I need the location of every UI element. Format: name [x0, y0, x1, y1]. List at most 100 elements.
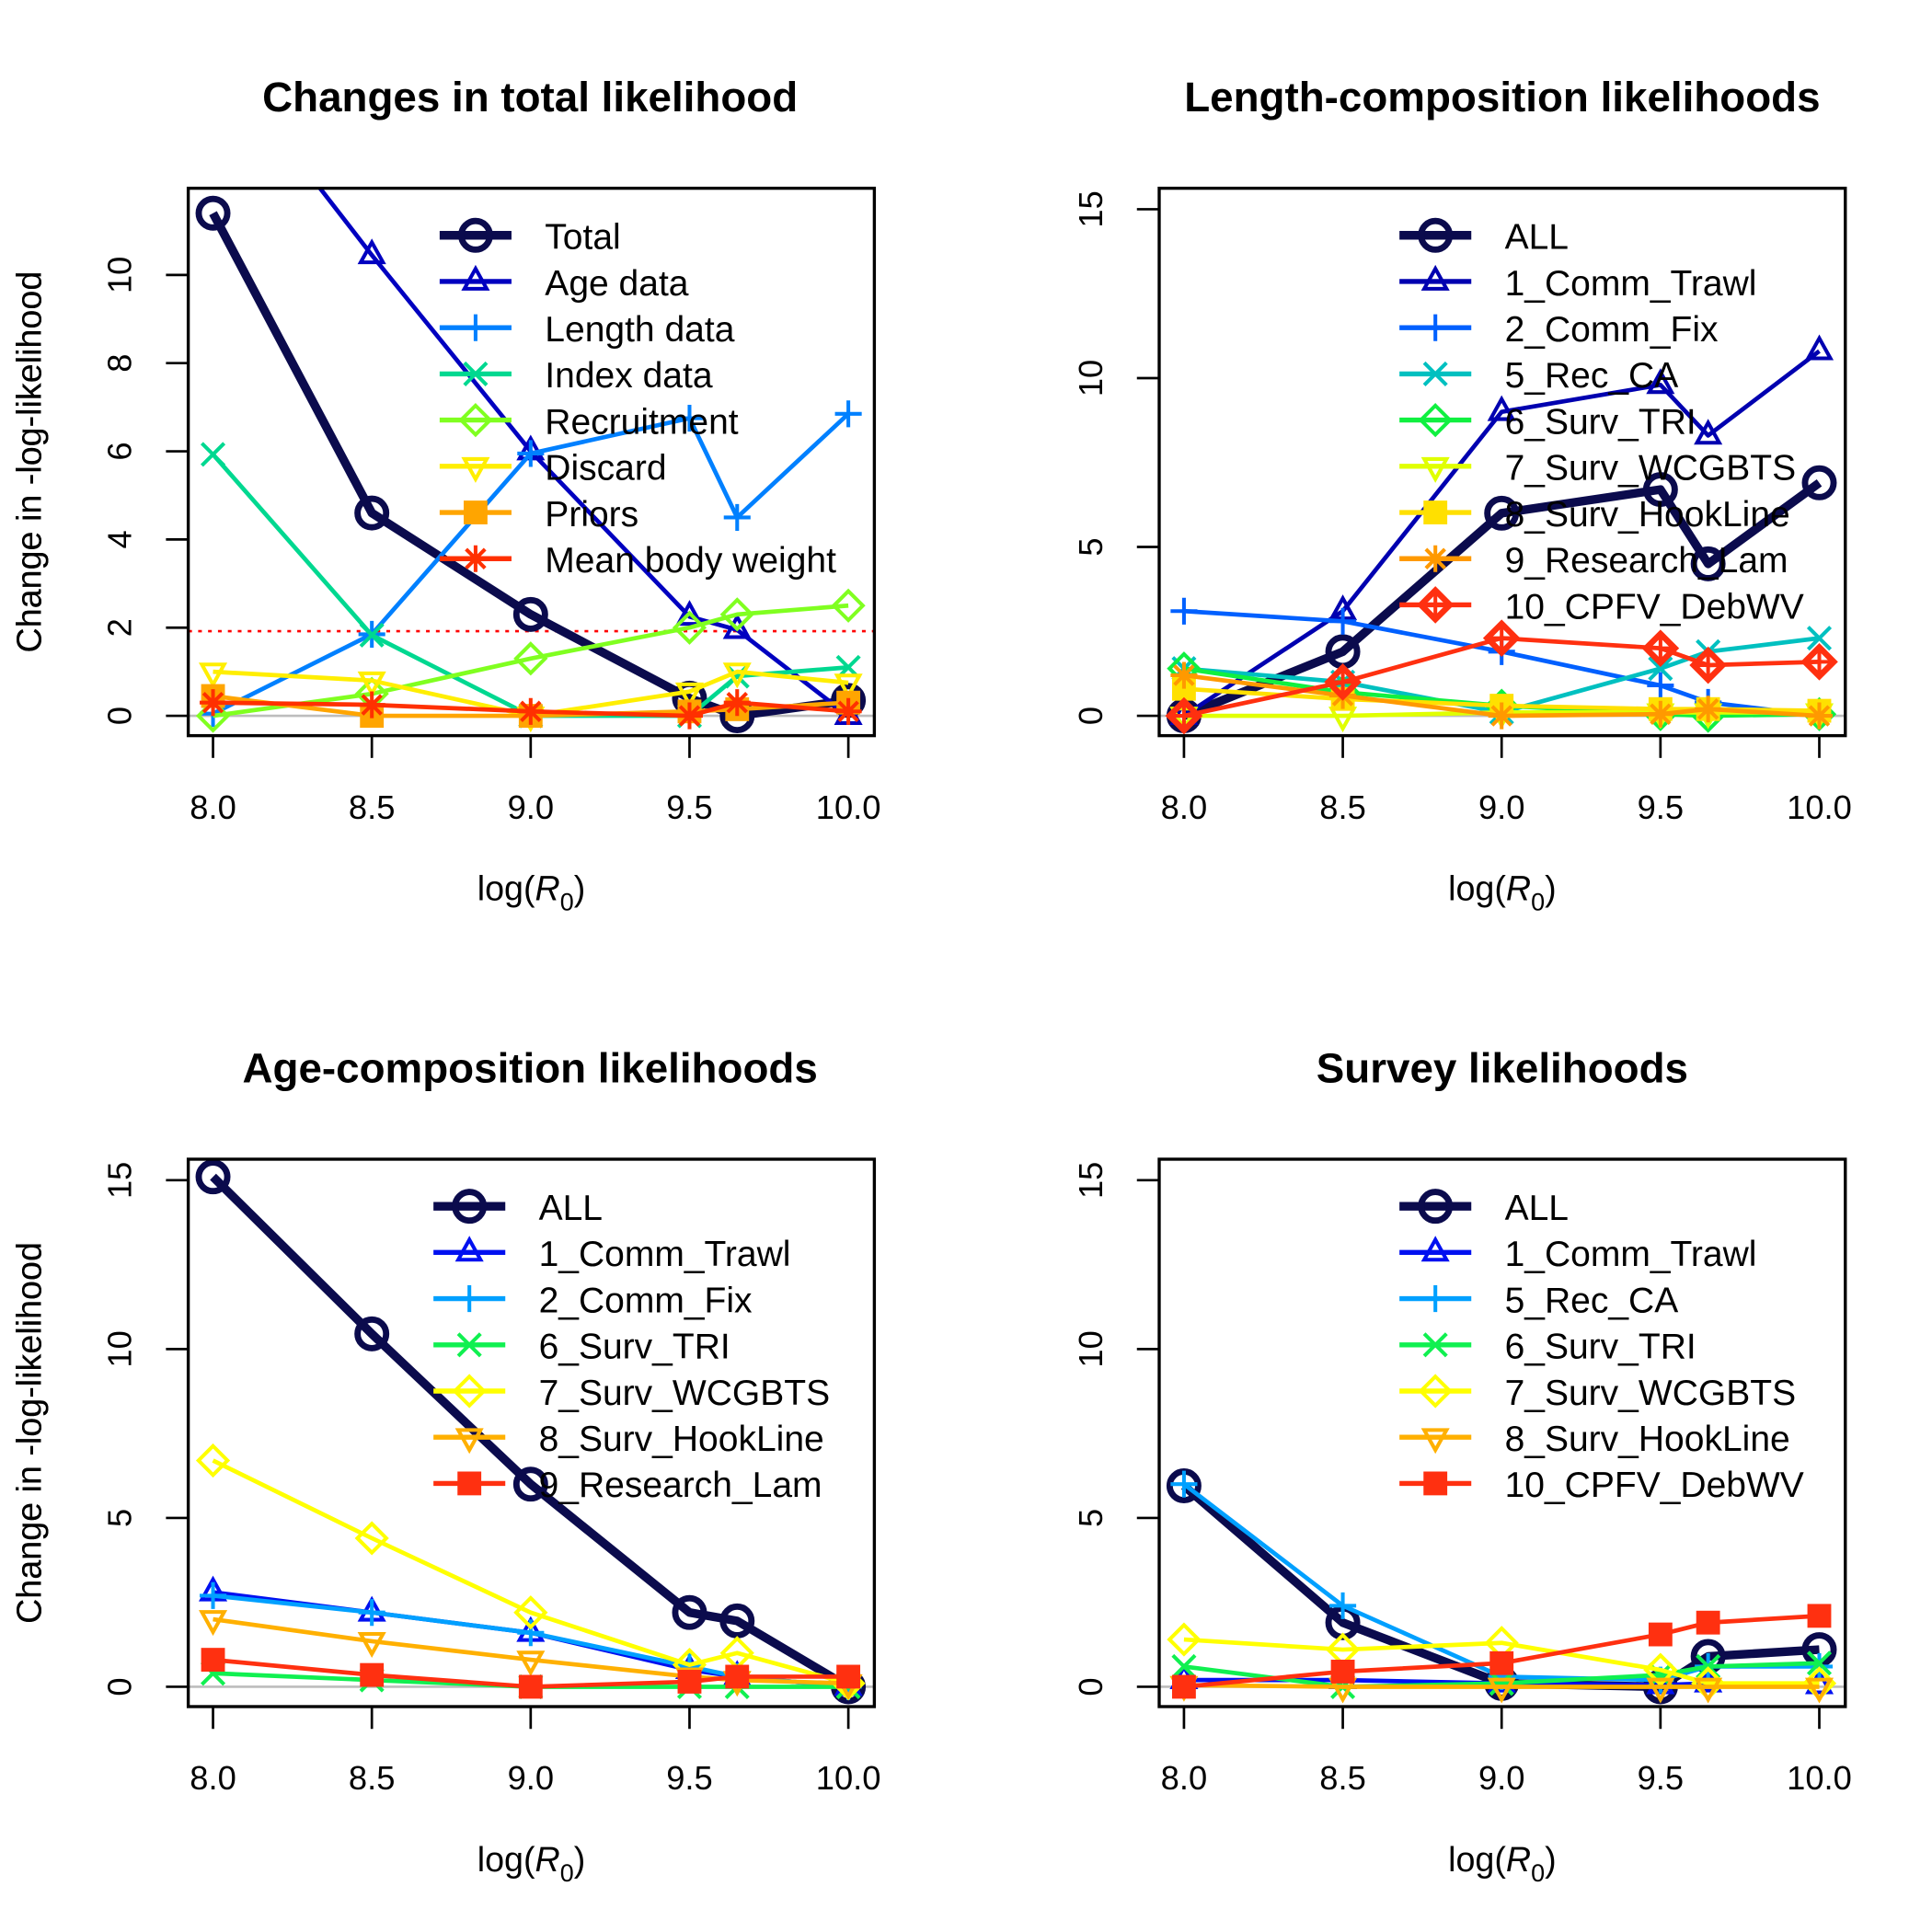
legend-marker-plus [1421, 1285, 1449, 1313]
data-point-7_Surv_WCGBTS-down-triangle [1328, 707, 1358, 733]
data-point-9_Research_Lam-square [836, 1664, 861, 1689]
data-point-Discard-down-triangle [722, 662, 752, 689]
data-point-8_Surv_HookLine-down-triangle [1487, 1677, 1516, 1704]
data-point-Recruitment-diamond [672, 610, 707, 645]
x-tick-label: 8.0 [1161, 788, 1208, 826]
data-point-2_Comm_Fix-plus [358, 1599, 385, 1627]
y-tick-label: 0 [1072, 1677, 1110, 1696]
x-tick-label: 9.0 [1478, 788, 1525, 826]
legend-marker-plus [462, 314, 489, 341]
data-point-10_CPFV_DebWV-diamond-plus-cross [1487, 623, 1516, 653]
x-tick-label: 9.0 [1478, 1759, 1525, 1797]
legend-marker-plus [455, 1285, 483, 1313]
data-point-10_CPFV_DebWV-square [1648, 1622, 1673, 1647]
y-tick-label: 15 [101, 1162, 139, 1199]
legend-label: ALL [539, 1189, 603, 1228]
data-point-8_Surv_HookLine-down-triangle [198, 1610, 228, 1637]
legend-marker-triangle [461, 264, 490, 291]
legend-marker-square [1423, 500, 1448, 524]
data-point-6_Surv_TRI-x [1806, 1650, 1833, 1676]
legend-label: 6_Surv_TRI [1505, 402, 1696, 442]
data-point-ALL-circle [719, 1603, 755, 1639]
y-tick-label: 15 [1072, 190, 1110, 227]
data-point-Age data-triangle [357, 238, 386, 265]
data-point-6_Surv_TRI-x [1171, 1653, 1197, 1679]
x-axis-label: log(R0) [477, 869, 586, 916]
data-point-Mean body weight-asterisk [834, 697, 862, 725]
legend: Total Age data Length data Index data Recrui… [439, 218, 836, 581]
data-point-8_Surv_HookLine-down-triangle [1646, 1677, 1675, 1704]
legend-label: Index data [545, 356, 713, 396]
series-line-6_Surv_TRI [1183, 1661, 1820, 1689]
data-point-Mean body weight-asterisk [358, 691, 385, 719]
data-point-7_Surv_WCGBTS-diamond [195, 1443, 231, 1478]
legend-marker-triangle [1420, 1236, 1450, 1262]
data-point-10_CPFV_DebWV-square [1807, 1604, 1832, 1628]
legend-label: Discard [545, 449, 666, 489]
y-tick-label: 2 [101, 618, 139, 637]
data-point-10_CPFV_DebWV-square [1330, 1660, 1355, 1684]
data-point-2_Comm_Fix-plus [200, 1581, 227, 1609]
legend-label: 5_Rec_CA [1505, 356, 1679, 396]
legend-label: 10_CPFV_DebWV [1505, 587, 1804, 627]
legend: ALL 1_Comm_Trawl 2_Comm_Fix 5_Rec_CA 6_Surv_… [1399, 218, 1804, 627]
data-point-Index data-x [359, 622, 385, 648]
data-point-2_Comm_Fix-plus [1170, 597, 1198, 625]
legend-label: ALL [1505, 218, 1569, 258]
x-tick-label: 8.0 [190, 1759, 236, 1797]
plot-frame [1157, 186, 1847, 738]
data-point-2_Comm_Fix-plus [1329, 607, 1357, 635]
data-point-9_Research_Lam-square [518, 1674, 543, 1699]
data-point-7_Surv_WCGBTS-diamond [1643, 1652, 1678, 1687]
legend-label: ALL [1505, 1189, 1569, 1228]
data-point-Length data-plus [723, 503, 751, 531]
legend-label: 9_Research_Lam [539, 1466, 822, 1505]
data-point-Total-circle [354, 495, 390, 531]
data-point-Recruitment-diamond [513, 641, 548, 676]
data-point-9_Research_Lam-asterisk [1170, 661, 1198, 689]
chart-title: Survey likelihoods [1317, 1045, 1688, 1092]
data-point-10_CPFV_DebWV-diamond-plus-cross [1169, 701, 1199, 730]
data-point-ALL-circle [1801, 465, 1837, 500]
series-line-8_Surv_HookLine [1183, 1683, 1820, 1689]
legend-marker-square [1423, 1471, 1448, 1496]
x-tick-label: 8.0 [190, 788, 236, 826]
legend-marker-square [457, 1471, 482, 1496]
series-line-Age data [316, 188, 850, 718]
series-line-8_Surv_HookLine [213, 1616, 849, 1686]
data-point-Age data-triangle [674, 600, 705, 627]
y-axis-label: Change in -log-likelihood [9, 271, 48, 653]
legend-label: Priors [545, 495, 638, 535]
legend-marker-x [456, 1332, 482, 1358]
data-point-8_Surv_HookLine-down-triangle [1694, 1677, 1723, 1704]
legend-label: 1_Comm_Trawl [539, 1235, 791, 1274]
data-point-ALL-circle [1690, 546, 1726, 581]
data-point-1_Comm_Trawl-triangle [1487, 395, 1516, 421]
series-line-ALL [210, 1173, 851, 1691]
x-tick-label: 8.5 [1319, 1759, 1366, 1797]
legend-marker-circle [452, 1189, 488, 1225]
data-point-10_CPFV_DebWV-square [1696, 1610, 1720, 1635]
x-tick-label: 8.5 [349, 1759, 396, 1797]
chart-title: Age-composition likelihoods [243, 1045, 818, 1092]
data-point-Recruitment-diamond [831, 588, 866, 623]
data-point-Mean body weight-asterisk [723, 689, 751, 717]
legend-marker-asterisk [462, 545, 489, 572]
series-line-ALL [1182, 478, 1823, 720]
legend-label: 8_Surv_HookLine [539, 1420, 824, 1459]
data-point-2_Comm_Fix-plus [517, 1619, 545, 1647]
legend-label: 6_Surv_TRI [539, 1328, 730, 1367]
series-line-9_Research_Lam [213, 1657, 849, 1689]
data-point-5_Rec_CA-x [1648, 656, 1673, 682]
data-point-9_Research_Lam-asterisk [1647, 700, 1674, 728]
data-point-Mean body weight-asterisk [517, 697, 545, 725]
data-point-9_Research_Lam-square [677, 1670, 702, 1694]
data-point-Mean body weight-asterisk [675, 702, 704, 730]
data-point-10_CPFV_DebWV-diamond-plus-cross [1646, 633, 1675, 663]
y-tick-label: 15 [1072, 1162, 1110, 1199]
data-point-ALL-circle [354, 1316, 390, 1351]
data-point-Length data-plus [517, 440, 545, 467]
y-tick-label: 4 [101, 530, 139, 548]
series-line-7_Surv_WCGBTS [212, 1458, 849, 1686]
